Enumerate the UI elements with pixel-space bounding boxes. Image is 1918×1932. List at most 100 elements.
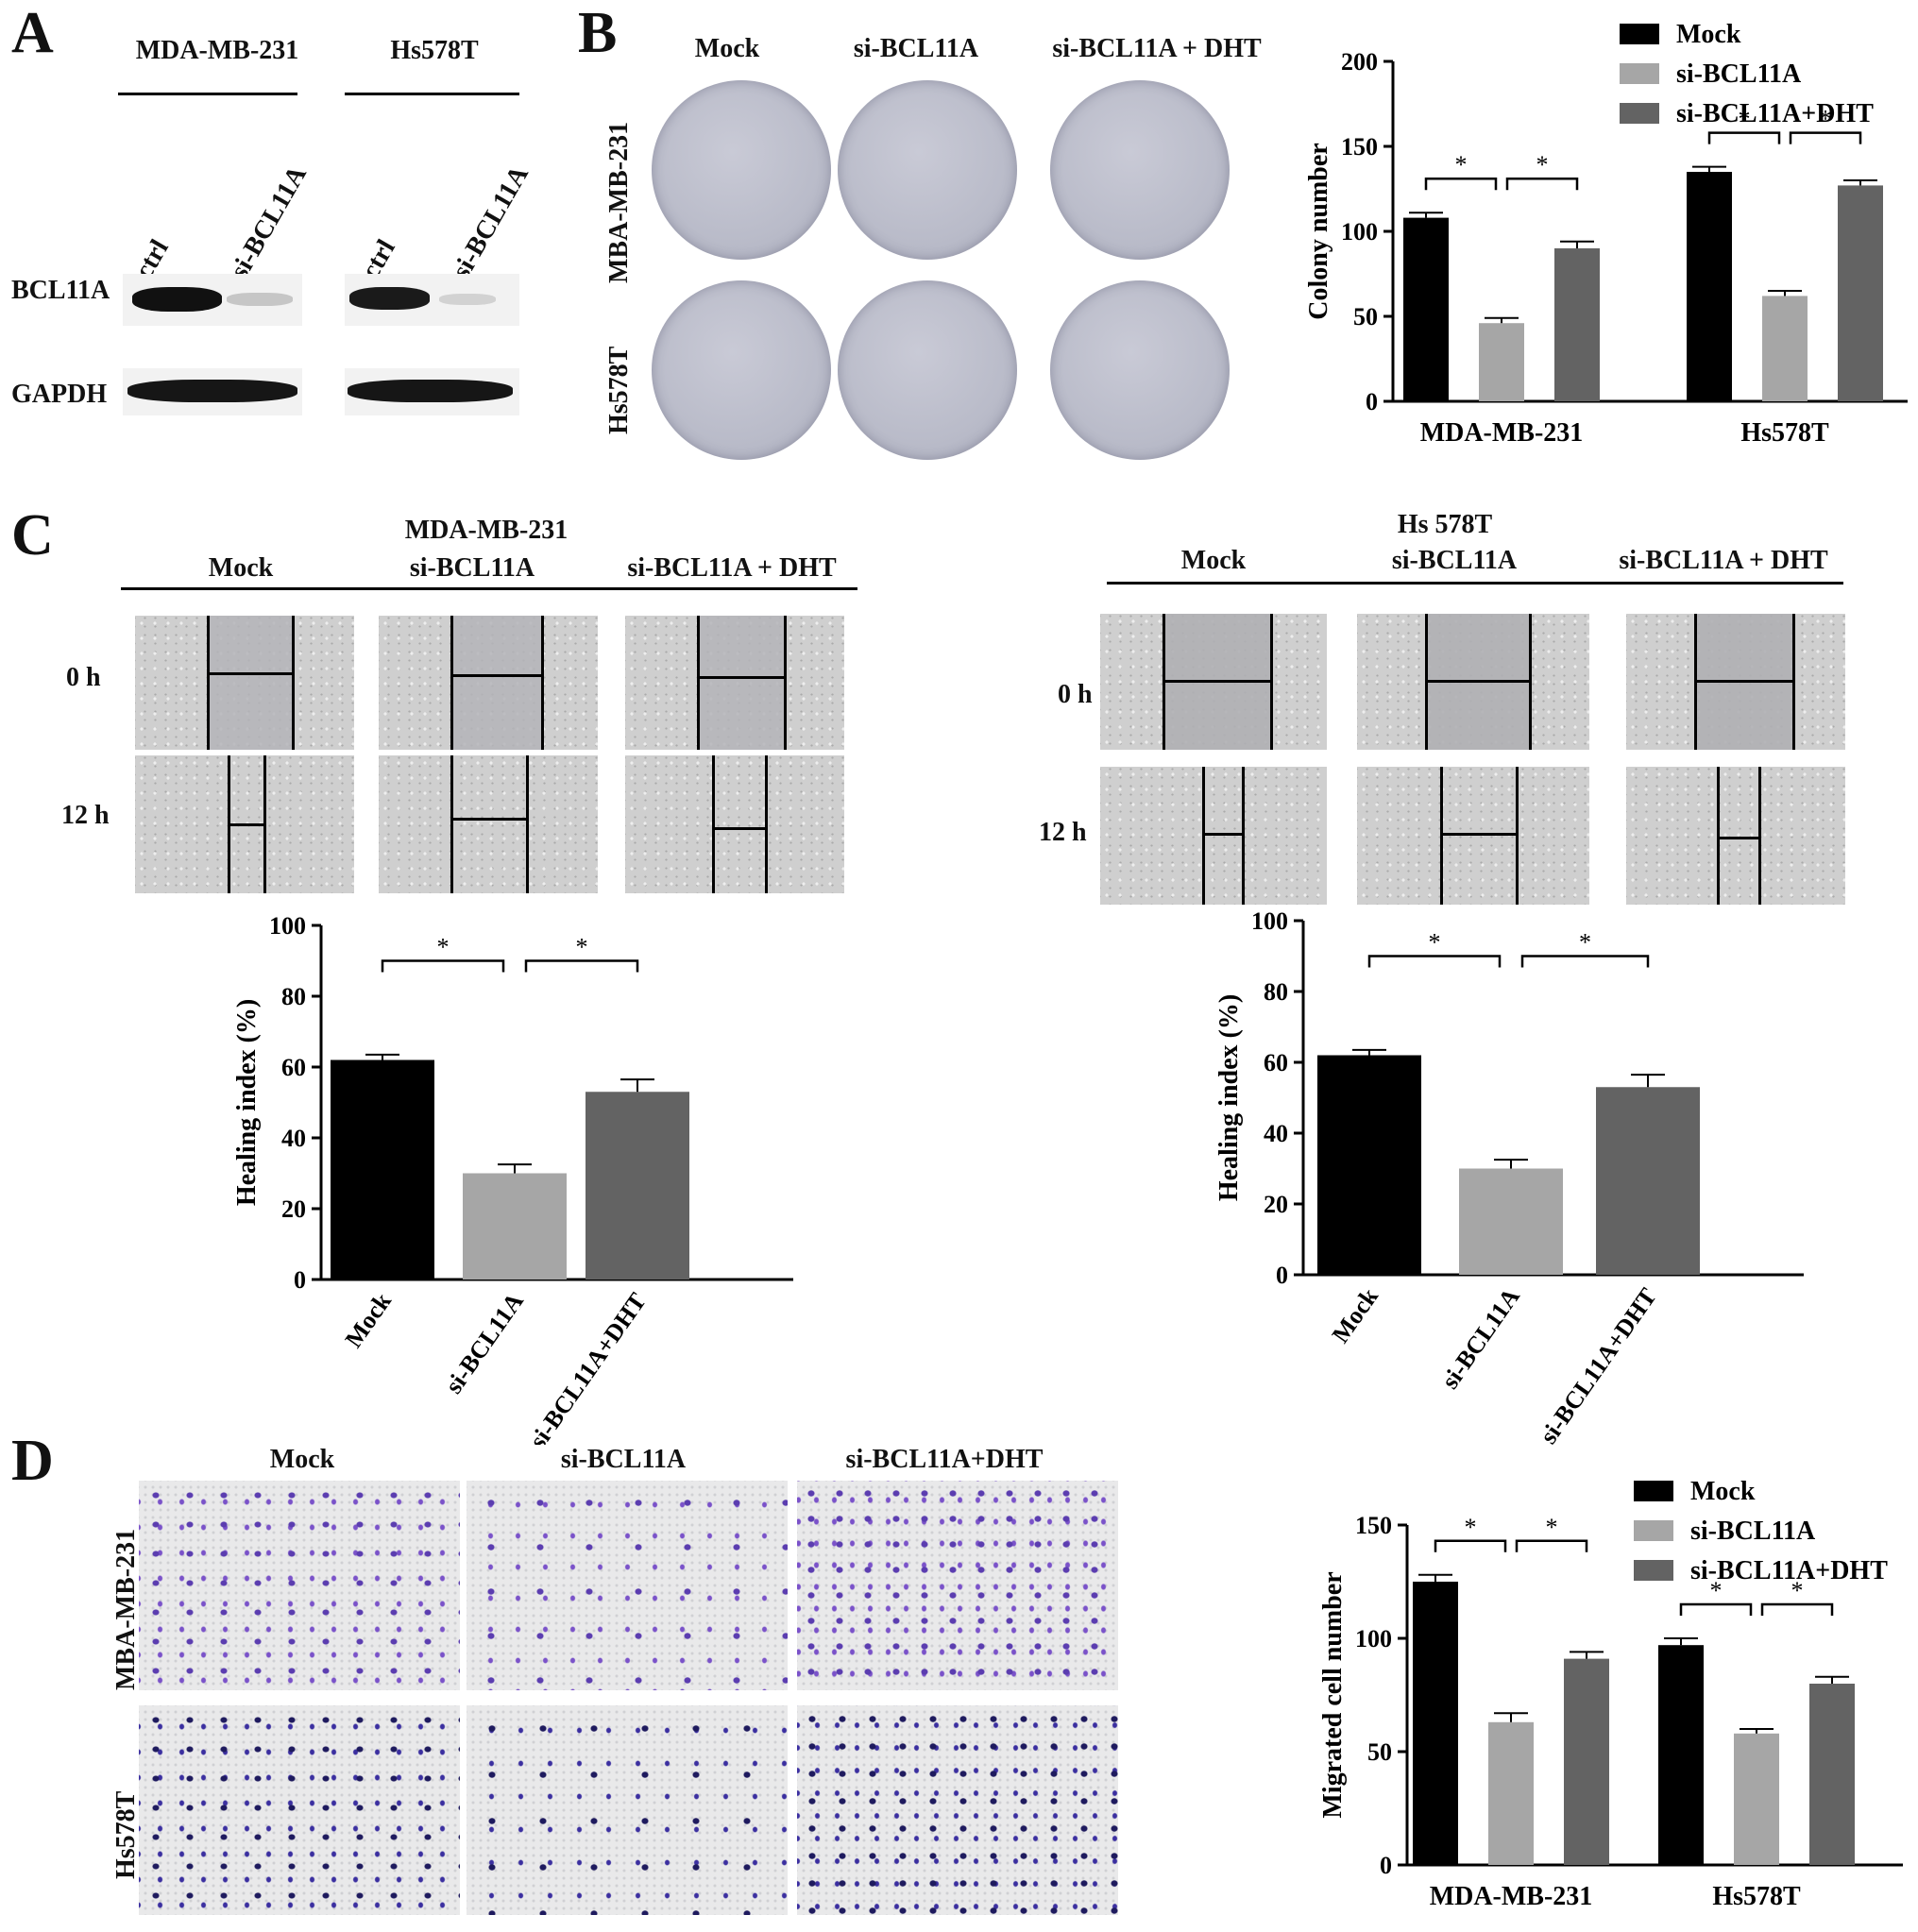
significance-bracket: [1760, 1602, 1834, 1616]
chart-colony-number: 0 50 100 150 200 Colony number MDA-MB-231 * * Hs5…: [1304, 20, 1908, 448]
chart-migrated-cell-number: 0 50 100 150 Migrated cell number MDA-MB-231 *…: [1318, 1477, 1903, 1911]
time-label: 12 h: [61, 801, 110, 830]
significance-star: *: [1739, 106, 1751, 133]
legend-label: si-BCL11A: [1676, 59, 1802, 89]
row-label: Hs578T: [111, 1790, 141, 1879]
legend-label: si-BCL11A+DHT: [1676, 99, 1874, 128]
condition-label: Mock: [208, 553, 274, 583]
legend-label: si-BCL11A+DHT: [1690, 1556, 1888, 1585]
y-axis-label: Healing index (%): [232, 999, 262, 1206]
bar: [1838, 185, 1883, 401]
transwell-image: [467, 1481, 788, 1690]
protein-label-bcl11a: BCL11A: [11, 276, 110, 305]
header-rule: [345, 93, 519, 95]
panel-letter-c: C: [11, 503, 54, 568]
legend-swatch: [1634, 1481, 1673, 1501]
cell-line-label-hs: Hs 578T: [1397, 510, 1493, 539]
panel-letter-b: B: [578, 1, 618, 65]
transwell-image: [467, 1705, 788, 1915]
y-tick-label: 0: [294, 1266, 306, 1294]
significance-star: *: [1579, 929, 1591, 957]
y-tick-label: 0: [1380, 1852, 1392, 1879]
significance-star: *: [576, 934, 588, 961]
cell-line-label-mda: MDA-MB-231: [135, 36, 299, 65]
significance-star: *: [1820, 106, 1832, 133]
significance-bracket: [524, 959, 639, 973]
scratch-image: [1100, 614, 1327, 750]
x-tick-label: MDA-MB-231: [1420, 418, 1584, 448]
header-rule: [121, 587, 857, 590]
scratch-image: [379, 616, 598, 750]
significance-star: *: [1546, 1514, 1558, 1541]
legend-swatch: [1620, 63, 1659, 84]
cell-line-label-mda: MDA-MB-231: [404, 516, 569, 545]
significance-bracket: [1707, 131, 1781, 144]
scratch-image: [625, 755, 844, 893]
panel-letter-d: D: [11, 1429, 54, 1493]
bar: [331, 1059, 434, 1280]
scratch-image: [1626, 767, 1845, 905]
protein-label-gapdh: GAPDH: [11, 380, 108, 409]
bar: [1554, 248, 1600, 401]
y-axis-label: Colony number: [1304, 143, 1333, 319]
row-label: Hs578T: [604, 346, 634, 434]
y-tick-label: 100: [1251, 907, 1288, 935]
legend-swatch: [1634, 1560, 1673, 1581]
legend-label: Mock: [1676, 20, 1741, 49]
x-tick-label: Hs578T: [1712, 1882, 1801, 1911]
condition-label: Mock: [269, 1445, 335, 1474]
colony-dish: [652, 80, 831, 260]
significance-bracket: [1424, 177, 1498, 191]
bar: [586, 1092, 689, 1280]
condition-label: si-BCL11A + DHT: [627, 553, 837, 583]
panel-letter-a: A: [11, 1, 54, 65]
condition-label: Mock: [1180, 546, 1247, 575]
scratch-image: [1357, 767, 1589, 905]
condition-label: si-BCL11A: [1391, 546, 1518, 575]
condition-label: si-BCL11A+DHT: [845, 1445, 1044, 1474]
legend-swatch: [1634, 1520, 1673, 1541]
y-tick-label: 0: [1366, 388, 1378, 415]
chart-healing-index-mda: 0 20 40 60 80 100 Healing index (%) Mock si-BCL1…: [232, 912, 793, 1445]
transwell-image: [139, 1481, 460, 1690]
y-tick-label: 60: [281, 1054, 306, 1081]
significance-star: *: [1536, 151, 1549, 178]
y-tick-label: 20: [281, 1195, 306, 1223]
y-tick-label: 80: [281, 983, 306, 1010]
lane-label: si-BCL11A: [447, 161, 535, 284]
western-blot-gapdh-mda: [123, 368, 302, 415]
colony-dish: [1050, 80, 1230, 260]
y-axis-label: Migrated cell number: [1318, 1571, 1348, 1818]
x-tick-label: Hs578T: [1740, 418, 1829, 448]
bar: [1564, 1658, 1609, 1865]
bar: [1658, 1645, 1704, 1865]
x-tick-label: MDA-MB-231: [1430, 1882, 1593, 1911]
significance-bracket: [1434, 1539, 1507, 1552]
scratch-image: [1626, 614, 1845, 750]
legend-swatch: [1620, 24, 1659, 44]
y-tick-label: 150: [1341, 133, 1378, 161]
bar: [1596, 1087, 1700, 1275]
y-tick-label: 80: [1264, 978, 1288, 1006]
legend-label: Mock: [1690, 1477, 1756, 1506]
y-tick-label: 40: [281, 1125, 306, 1152]
significance-bracket: [1367, 955, 1502, 968]
y-tick-label: 100: [1355, 1625, 1392, 1652]
y-tick-label: 50: [1353, 303, 1378, 330]
header-rule: [1107, 582, 1843, 585]
x-tick-label: Mock: [340, 1287, 398, 1352]
western-blot-bcl11a-hs: [345, 274, 519, 326]
condition-label: si-BCL11A: [409, 553, 535, 583]
significance-star: *: [1710, 1577, 1723, 1604]
bar: [1317, 1055, 1421, 1275]
significance-star: *: [1429, 929, 1441, 957]
colony-dish: [1050, 280, 1230, 460]
bar: [1734, 1733, 1779, 1865]
significance-bracket: [1789, 131, 1862, 144]
transwell-image: [797, 1705, 1118, 1915]
scratch-image: [1357, 614, 1589, 750]
legend-swatch: [1620, 103, 1659, 124]
bar: [1413, 1582, 1458, 1865]
scratch-image: [135, 616, 354, 750]
significance-star: *: [1455, 151, 1468, 178]
